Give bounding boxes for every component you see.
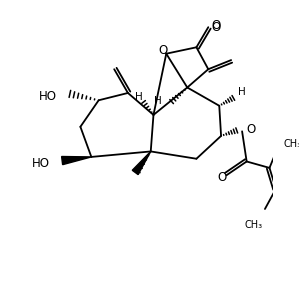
Text: O: O: [217, 171, 227, 184]
Text: H: H: [154, 96, 162, 106]
Text: O: O: [211, 19, 220, 32]
Polygon shape: [132, 151, 151, 175]
Text: O: O: [247, 123, 256, 136]
Text: CH₃: CH₃: [283, 139, 299, 149]
Text: H: H: [135, 92, 143, 102]
Text: H: H: [238, 87, 246, 97]
Text: HO: HO: [32, 157, 50, 170]
Text: HO: HO: [39, 90, 57, 103]
Text: O: O: [158, 45, 167, 57]
Text: CH₃: CH₃: [245, 219, 263, 230]
Polygon shape: [62, 157, 91, 165]
Text: O: O: [211, 21, 220, 34]
